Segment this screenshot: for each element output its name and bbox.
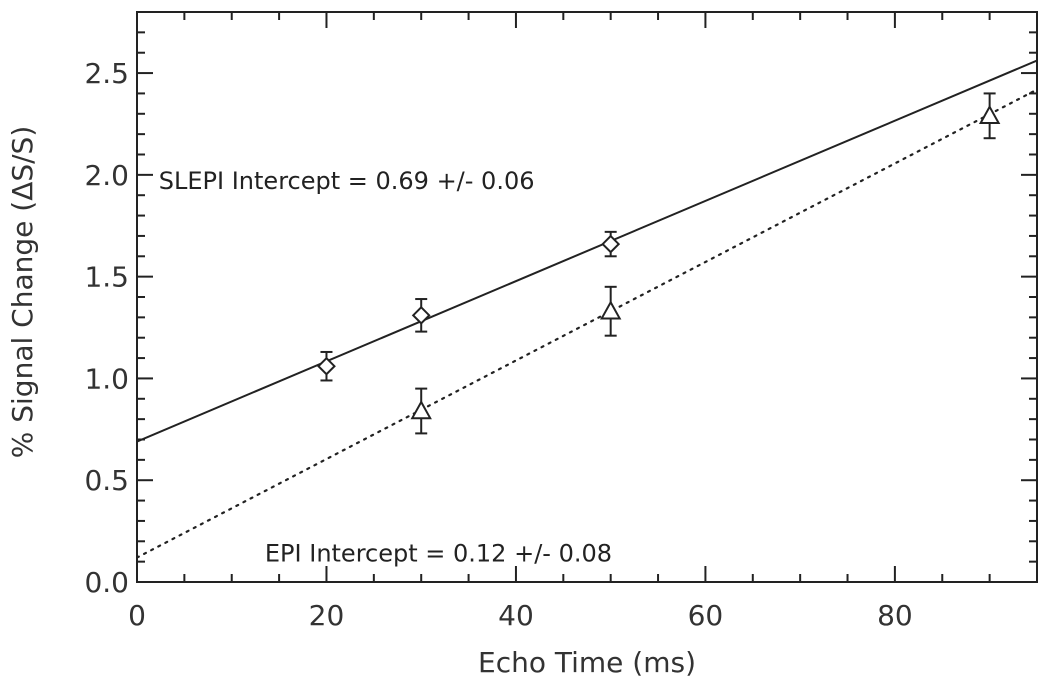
epi-fit-line [137,88,1037,559]
epi-triangle-marker [978,104,1001,125]
y-tick-label: 2.0 [84,159,129,192]
slepi-diamond-marker [411,305,431,325]
x-tick-label: 60 [688,599,724,632]
plot-frame [136,11,1038,583]
epi-intercept-annotation: EPI Intercept = 0.12 +/- 0.08 [265,540,612,568]
x-tick-label: 20 [309,599,345,632]
y-tick-label: 0.5 [84,464,129,497]
slepi-fit-line [137,59,1037,443]
y-tick-label: 1.0 [84,362,129,395]
epi-triangle-marker [410,399,432,420]
y-tick-label: 0.0 [84,566,129,599]
y-tick-label: 2.5 [84,57,129,90]
slepi-diamond-marker [317,356,336,376]
x-tick-label: 80 [877,599,913,632]
y-axis-title: % Signal Change (ΔS/S) [6,126,39,459]
plot-area: 0 20 40 60 80 0.0 0.5 1.0 1.5 2.0 2.5 SLEPI Interce… [84,11,1038,632]
epi-triangle-marker [599,300,622,320]
x-tick-label: 0 [128,599,146,632]
slepi-diamond-marker [601,234,621,254]
x-axis-title: Echo Time (ms) [478,646,696,679]
y-tick-label: 1.5 [84,261,129,294]
x-tick-label: 40 [498,599,534,632]
slepi-intercept-annotation: SLEPI Intercept = 0.69 +/- 0.06 [159,167,535,195]
